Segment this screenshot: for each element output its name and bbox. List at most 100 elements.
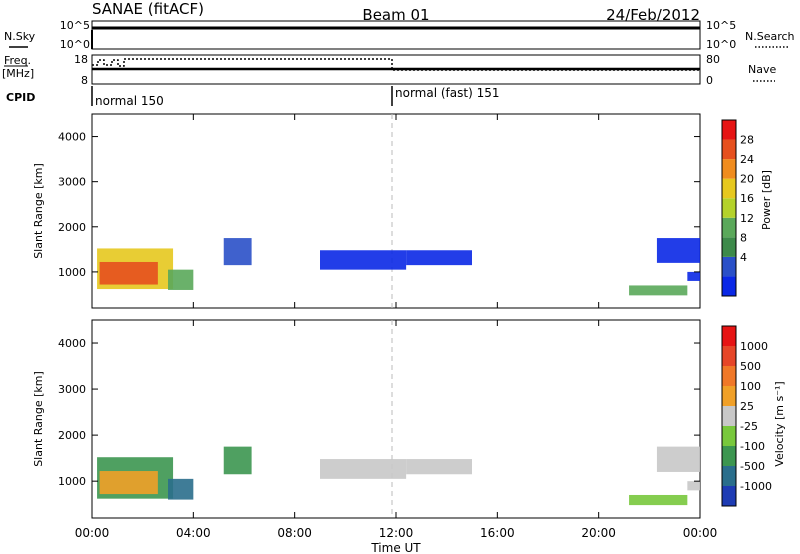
x-axis: 00:00 04:00 08:00 12:00 16:00 20:00 00:00 (75, 114, 718, 540)
nave-tick-low: 0 (706, 74, 713, 87)
velocity-echo-block (99, 471, 158, 495)
power-echo-block (223, 238, 252, 266)
velocity-echo-block (629, 494, 688, 506)
velocity-colorbar-cell (722, 486, 736, 506)
velocity-echo-block (656, 446, 700, 472)
velocity-echo-block (320, 459, 407, 479)
velocity-panel: 4000 3000 2000 1000 Slant Range [km] 1000 50… (32, 319, 786, 519)
cpid-label: CPID (6, 91, 35, 104)
velocity-colorbar: 1000 500 100 25 -25 -100 -500 -1000 (721, 325, 772, 507)
power-colorbar-cell (722, 276, 736, 296)
freq-tick-low: 8 (81, 74, 88, 87)
power-echo-block (99, 261, 158, 285)
cpid-mode-1: normal 150 (95, 94, 164, 108)
power-echo-block (168, 269, 194, 290)
velocity-ylabel: Slant Range [km] (32, 371, 45, 467)
power-panel: 4000 3000 2000 1000 Slant Range [km] 28 24 20… (32, 113, 773, 309)
nsearch-label: N.Search (745, 30, 795, 43)
power-colorbar-tick: 12 (740, 212, 754, 225)
power-colorbar-tick: 4 (740, 251, 747, 264)
x-tick-label: 00:00 (683, 526, 718, 540)
nsky-tick-high: 10^5 (60, 19, 90, 32)
x-tick-label: 20:00 (581, 526, 616, 540)
power-colorbar-label: Power [dB] (760, 170, 773, 230)
x-tick-label: 00:00 (75, 526, 110, 540)
power-echo-block (629, 285, 688, 296)
velocity-colorbar-cell (722, 346, 736, 366)
cpid-row: CPID normal 150 normal (fast) 151 (6, 86, 499, 108)
velocity-colorbar-frame (721, 325, 737, 507)
velocity-colorbar-cell (722, 426, 736, 446)
velocity-echo-block (168, 478, 194, 500)
velocity-colorbar-cell (722, 466, 736, 486)
nsky-label: N.Sky (4, 30, 36, 43)
x-axis-label: Time UT (370, 541, 421, 554)
power-ylabel: Slant Range [km] (32, 163, 45, 259)
power-echo-block (687, 271, 700, 281)
x-tick-label: 12:00 (379, 526, 414, 540)
power-ytick-label: 2000 (58, 221, 86, 234)
velocity-ytick-label: 4000 (58, 337, 86, 350)
velocity-colorbar-label: Velocity [m s⁻¹] (773, 381, 786, 466)
velocity-echo-block (687, 481, 700, 491)
velocity-colorbar-cell (722, 446, 736, 466)
nsearch-tick-high: 10^5 (706, 19, 736, 32)
freq-label: Freq. (4, 54, 31, 67)
power-colorbar-cell (722, 237, 736, 257)
nave-trace (92, 58, 700, 71)
power-ytick-label: 3000 (58, 176, 86, 189)
nsearch-tick-low: 10^0 (706, 38, 736, 51)
x-tick-label: 08:00 (277, 526, 312, 540)
velocity-colorbar-tick: 500 (740, 360, 761, 373)
nave-label: Nave (748, 63, 776, 76)
velocity-colorbar-tick: 25 (740, 400, 754, 413)
velocity-colorbar-tick: 1000 (740, 340, 768, 353)
freq-unit-label: [MHz] (2, 67, 34, 80)
power-echo-block (320, 250, 407, 270)
velocity-colorbar-tick: -1000 (740, 480, 772, 493)
velocity-colorbar-cell (722, 326, 736, 346)
x-tick-label: 16:00 (480, 526, 515, 540)
date-title: 24/Feb/2012 (606, 6, 700, 24)
power-colorbar-tick: 16 (740, 192, 754, 205)
power-colorbar-cell (722, 139, 736, 160)
power-echo-block (656, 238, 700, 263)
velocity-colorbar-tick: -100 (740, 440, 765, 453)
power-colorbar-cell (722, 198, 736, 218)
power-colorbar-tick: 28 (740, 134, 754, 147)
power-colorbar-tick: 24 (740, 153, 754, 166)
power-ytick-label: 4000 (58, 131, 86, 144)
nave-tick-high: 80 (706, 53, 720, 66)
velocity-colorbar-tick: -500 (740, 460, 765, 473)
power-colorbar: 28 24 20 16 12 8 4 (721, 119, 754, 297)
velocity-ytick-label: 1000 (58, 475, 86, 488)
power-colorbar-tick: 20 (740, 173, 754, 186)
power-colorbar-tick: 8 (740, 231, 747, 244)
power-colorbar-cell (722, 178, 736, 199)
velocity-colorbar-tick: -25 (740, 420, 758, 433)
power-colorbar-cell (722, 217, 736, 238)
velocity-echo-block (406, 459, 472, 475)
nsky-panel: 10^5 10^0 10^5 10^0 N.Sky N.Search (4, 19, 795, 51)
nsky-tick-low: 10^0 (60, 38, 90, 51)
x-tick-label: 04:00 (176, 526, 211, 540)
velocity-colorbar-cell (722, 386, 736, 406)
beam-title: Beam 01 (362, 6, 429, 24)
power-ytick-label: 1000 (58, 266, 86, 279)
velocity-colorbar-cell (722, 406, 736, 426)
power-echo-block (406, 250, 472, 266)
velocity-ytick-label: 2000 (58, 429, 86, 442)
freq-tick-high: 18 (74, 53, 88, 66)
freq-panel: 18 8 80 0 Freq. [MHz] Nave (2, 53, 776, 87)
power-colorbar-cell (722, 256, 736, 277)
velocity-echo-block (223, 446, 252, 475)
velocity-colorbar-cell (722, 366, 736, 386)
power-colorbar-cell (722, 159, 736, 179)
velocity-colorbar-tick: 100 (740, 380, 761, 393)
cpid-mode-2: normal (fast) 151 (395, 86, 499, 100)
velocity-ytick-label: 3000 (58, 383, 86, 396)
power-colorbar-cell (722, 120, 736, 140)
site-title: SANAE (fitACF) (92, 0, 204, 18)
power-colorbar-frame (721, 119, 737, 297)
